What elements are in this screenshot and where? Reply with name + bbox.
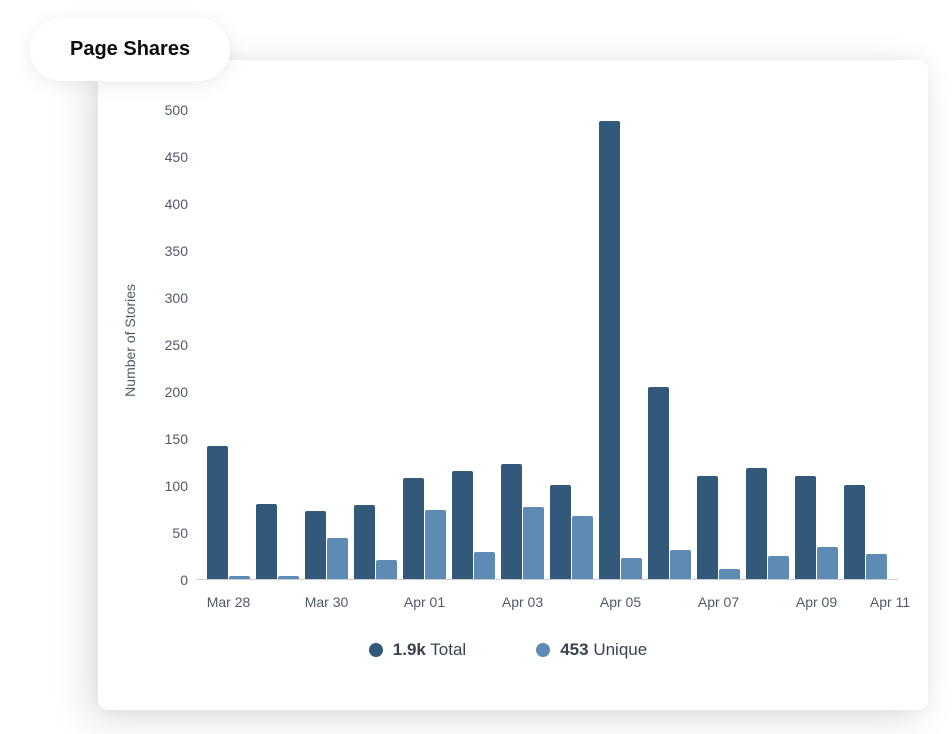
plot-inner	[196, 110, 898, 580]
x-tick: Apr 07	[698, 594, 739, 610]
bar-total	[501, 464, 522, 579]
y-tick: 50	[172, 525, 188, 541]
bar-group	[743, 110, 792, 579]
bar-total	[550, 485, 571, 579]
bar-group	[253, 110, 302, 579]
y-axis-label: Number of Stories	[118, 284, 142, 397]
bar-total	[452, 471, 473, 579]
bar-group	[302, 110, 351, 579]
y-tick: 350	[165, 243, 188, 259]
x-tick: Apr 05	[600, 594, 641, 610]
x-tick: Apr 01	[404, 594, 445, 610]
bar-unique	[229, 576, 250, 579]
chart-area: Number of Stories 0 50 100 150 200 250 300 350 4…	[118, 100, 898, 610]
y-tick: 450	[165, 149, 188, 165]
bar-container	[196, 110, 898, 579]
bar-unique	[425, 510, 446, 579]
y-tick: 0	[180, 572, 188, 588]
title-badge: Page Shares	[30, 18, 230, 81]
bar-total	[403, 478, 424, 579]
y-tick: 100	[165, 478, 188, 494]
bar-unique	[474, 552, 495, 579]
bar-total	[256, 504, 277, 579]
legend-swatch-unique	[536, 643, 550, 657]
y-tick: 200	[165, 384, 188, 400]
legend-value-unique: 453	[560, 640, 588, 659]
bar-group	[596, 110, 645, 579]
bar-unique	[327, 538, 348, 579]
bar-unique	[523, 507, 544, 579]
bar-total	[648, 387, 669, 579]
legend: 1.9k Total 453 Unique	[118, 640, 898, 660]
bar-group	[351, 110, 400, 579]
bar-total	[697, 476, 718, 579]
legend-swatch-total	[369, 643, 383, 657]
x-tick: Mar 30	[305, 594, 349, 610]
legend-label-total: Total	[430, 640, 466, 659]
bar-unique	[768, 556, 789, 579]
x-tick: Apr 11	[870, 594, 910, 610]
bar-total	[844, 485, 865, 579]
x-tick: Apr 03	[502, 594, 543, 610]
chart-card: Number of Stories 0 50 100 150 200 250 300 350 4…	[98, 60, 928, 710]
legend-label-unique: Unique	[593, 640, 647, 659]
bar-total	[354, 505, 375, 579]
bar-unique	[376, 560, 397, 579]
y-axis-ticks: 0 50 100 150 200 250 300 350 400 450 500	[142, 100, 196, 610]
y-tick: 500	[165, 102, 188, 118]
y-tick: 400	[165, 196, 188, 212]
bar-group	[449, 110, 498, 579]
legend-item-total: 1.9k Total	[369, 640, 466, 660]
bar-total	[746, 468, 767, 579]
bar-group	[694, 110, 743, 579]
bar-unique	[719, 569, 740, 579]
bar-group	[498, 110, 547, 579]
x-tick: Apr 09	[796, 594, 837, 610]
y-tick: 250	[165, 337, 188, 353]
bar-total	[795, 476, 816, 579]
bar-total	[305, 511, 326, 579]
bar-group	[547, 110, 596, 579]
bar-unique	[621, 558, 642, 579]
y-tick: 300	[165, 290, 188, 306]
bar-group	[792, 110, 841, 579]
bar-unique	[572, 516, 593, 579]
bar-group	[204, 110, 253, 579]
legend-item-unique: 453 Unique	[536, 640, 647, 660]
bar-unique	[866, 554, 887, 579]
bar-group	[841, 110, 890, 579]
bar-unique	[670, 550, 691, 579]
bar-unique	[278, 576, 299, 579]
bar-total	[207, 446, 228, 579]
bar-unique	[817, 547, 838, 579]
x-tick: Mar 28	[207, 594, 251, 610]
legend-value-total: 1.9k	[393, 640, 426, 659]
page-title: Page Shares	[70, 38, 190, 60]
bar-total	[599, 121, 620, 579]
chart-plot: Mar 28 Mar 30 Apr 01 Apr 03 Apr 05 Apr 07 Apr …	[196, 100, 898, 610]
y-tick: 150	[165, 431, 188, 447]
bar-group	[400, 110, 449, 579]
bar-group	[645, 110, 694, 579]
